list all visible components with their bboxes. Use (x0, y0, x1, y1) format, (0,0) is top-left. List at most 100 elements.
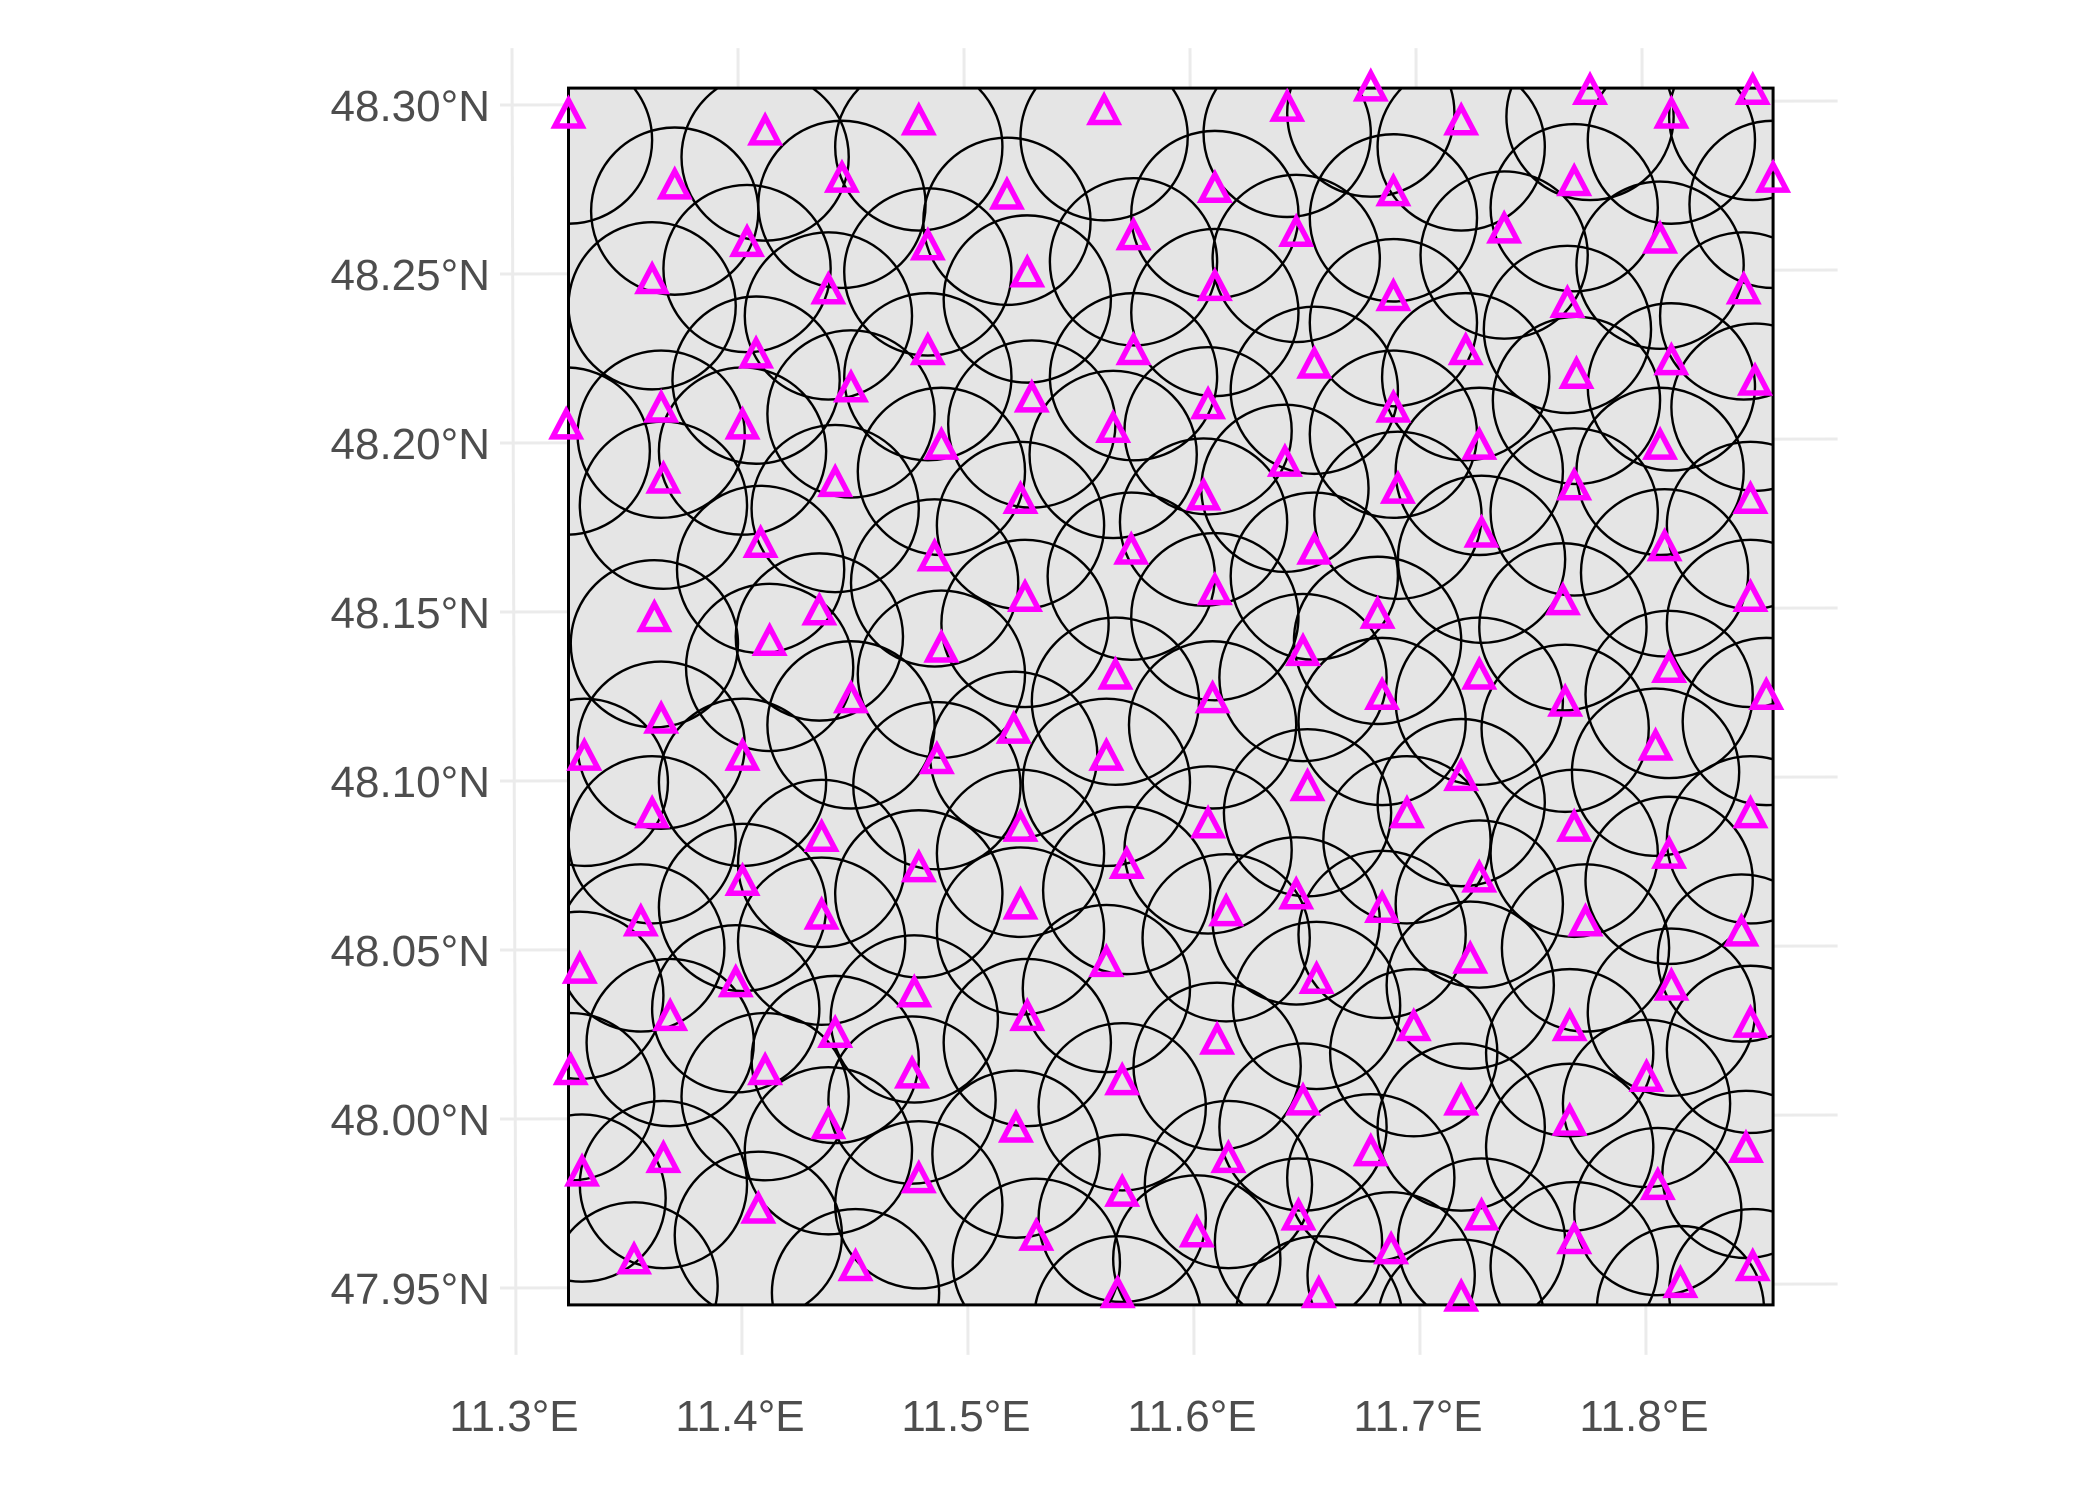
sample-point-triangle (1549, 283, 1586, 318)
sample-point-triangle (893, 1054, 931, 1089)
sample-point-triangle (1364, 675, 1401, 711)
sample-point-triangle (900, 101, 937, 136)
sample-point-triangle (724, 405, 761, 440)
sample-point-triangle (751, 621, 788, 656)
y-tick-label: 48.30°N (331, 82, 490, 131)
buffer-circle (1376, 88, 1546, 232)
sample-point-triangle (1642, 425, 1679, 460)
sample-point-triangle (1190, 804, 1227, 839)
sample-point-triangle (656, 165, 693, 200)
sample-point-triangle (1284, 631, 1322, 667)
buffer-circle (1575, 180, 1745, 351)
sample-point-triangle (1558, 354, 1595, 389)
buffer-circle (1586, 88, 1757, 225)
sample-point-triangle (1099, 1273, 1136, 1309)
sample-point-triangle (1196, 570, 1233, 606)
sample-point-triangle (1269, 87, 1306, 122)
sample-point-triangle (1725, 270, 1762, 305)
sample-point-triangle (1556, 1219, 1593, 1255)
sample-point-triangle (1653, 94, 1690, 129)
sample-point-triangle (1443, 1277, 1480, 1312)
buffer-circle (568, 366, 652, 536)
buffer-circle (942, 214, 1113, 384)
sample-point-triangle (1463, 513, 1500, 548)
sample-point-triangle (1732, 794, 1769, 829)
sample-point-triangle (1642, 219, 1679, 254)
sample-point-triangle (1373, 1230, 1410, 1265)
buffer-circle (1308, 133, 1479, 303)
buffer-circle (1688, 119, 1774, 290)
buffer-circle (1297, 636, 1467, 807)
sample-point-triangle (1352, 67, 1389, 102)
buffer-circle (568, 220, 737, 391)
sample-point-triangle (1486, 209, 1523, 244)
buffer-circle (1394, 386, 1565, 557)
sample-point-triangle (900, 1159, 937, 1194)
buffer-circle (1048, 291, 1219, 462)
sample-point-triangle (636, 597, 673, 633)
sample-point-triangle (1097, 655, 1134, 690)
y-tick-label: 48.05°N (331, 927, 490, 976)
sample-point-triangle (1375, 172, 1412, 207)
sample-point-triangle (1653, 966, 1690, 1001)
sample-point-triangle (645, 459, 682, 494)
buffer-circle (1394, 616, 1565, 787)
buffer-circle (1285, 1092, 1456, 1263)
sample-point-triangle (1210, 1138, 1247, 1174)
x-tick-label: 11.8°E (1579, 1392, 1708, 1441)
sample-point-triangle (1296, 344, 1333, 379)
sample-point-triangle (810, 270, 847, 305)
sample-point-triangle (1736, 361, 1774, 396)
buffer-circle (1286, 88, 1456, 198)
buffer-circle (770, 1207, 941, 1305)
sample-point-triangle (1547, 682, 1584, 717)
buffer-circle (935, 768, 1106, 939)
sample-point-triangle (1395, 1006, 1432, 1042)
buffer-circle (1213, 1157, 1384, 1305)
buffer-circle (1041, 805, 1212, 976)
buffer-circle (1489, 768, 1660, 939)
buffer-circle (1681, 636, 1774, 807)
grid-line-vertical (510, 48, 518, 1355)
sample-point-triangle (1018, 1216, 1055, 1251)
buffer-circle (1500, 863, 1671, 1033)
buffer-circle (1229, 305, 1400, 476)
sample-point-triangle (1447, 330, 1484, 366)
sample-point-triangle (1551, 1006, 1588, 1042)
buffer-circle (1584, 795, 1754, 966)
buffer-circle (569, 558, 740, 729)
sample-point-triangle (1289, 766, 1326, 802)
sample-point-triangle (1556, 807, 1593, 842)
buffer-circle (849, 498, 1020, 668)
sample-point-triangle (645, 1138, 682, 1174)
sample-point-triangle (1002, 885, 1039, 920)
sample-point-triangle (1461, 858, 1498, 893)
sample-point-triangle (1088, 942, 1125, 978)
sample-point-triangle (817, 462, 854, 498)
buffer-circle (1030, 616, 1201, 787)
buffer-circle (684, 582, 855, 753)
sample-point-triangle (643, 699, 680, 734)
buffer-circle (1667, 88, 1774, 202)
sample-point-triangle (900, 848, 937, 883)
sample-point-triangle (832, 679, 870, 714)
sample-point-triangle (1088, 736, 1125, 771)
sample-point-triangle (997, 1108, 1035, 1143)
buffer-circle (843, 187, 1013, 357)
buffer-circle (1143, 1099, 1314, 1270)
sample-point-triangle (1571, 70, 1609, 106)
sample-point-triangle (1185, 476, 1222, 511)
buffer-circle (1308, 237, 1479, 408)
buffer-circle (750, 423, 921, 594)
sample-point-triangle (564, 1152, 601, 1187)
sample-point-triangle (1544, 581, 1581, 616)
buffer-circle (1231, 920, 1402, 1091)
buffer-circle (1579, 487, 1750, 658)
buffer-circle (1656, 873, 1774, 1043)
sample-point-triangle (1278, 875, 1315, 910)
sample-point-triangle (1748, 675, 1785, 711)
sample-point-triangle (1662, 1263, 1699, 1299)
buffer-circle (1202, 88, 1372, 219)
buffer-circle (1665, 964, 1774, 1135)
sample-point-triangle (1278, 212, 1315, 247)
